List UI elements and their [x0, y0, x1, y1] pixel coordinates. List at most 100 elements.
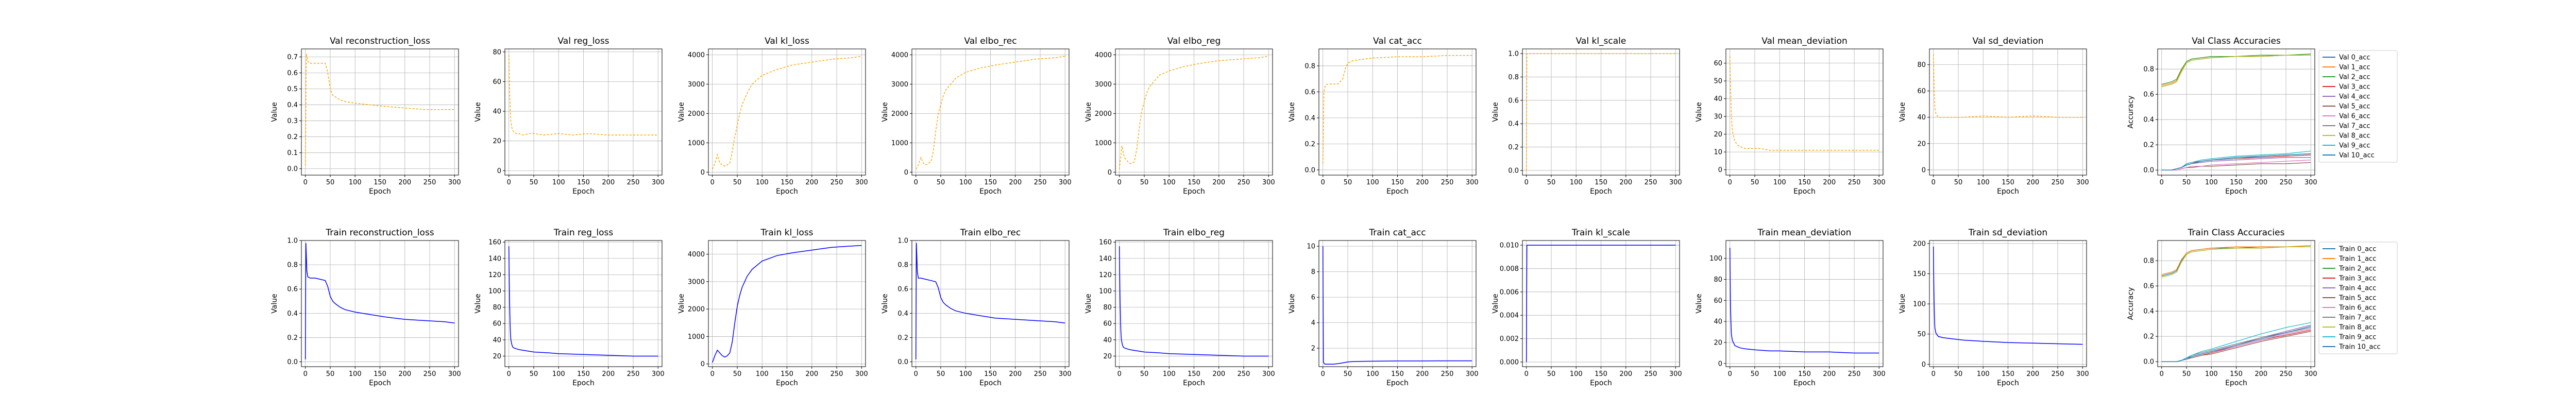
x-tick-label: 150: [781, 179, 793, 186]
y-tick-label: 0.2: [287, 334, 298, 342]
y-tick-label: 0.4: [2143, 308, 2154, 316]
x-tick-label: 300: [1262, 370, 1275, 378]
x-tick-label: 200: [2026, 370, 2039, 378]
series-line-0: [1933, 246, 2083, 345]
y-axis-label: Value: [1695, 294, 1703, 313]
y-tick-label: 40: [1103, 336, 1112, 344]
y-tick-label: 0.3: [287, 117, 298, 125]
y-tick-label: 100: [1709, 255, 1722, 263]
y-tick-label: 0.0: [287, 358, 298, 366]
legend-entry: Val 3_acc: [2339, 83, 2370, 91]
y-tick-label: 0.0: [897, 358, 908, 366]
panel-title: Val kl_loss: [765, 36, 809, 46]
y-tick-label: 8: [1311, 268, 1315, 276]
x-tick-label: 0: [1321, 179, 1325, 186]
x-tick-label: 50: [1547, 179, 1556, 186]
x-tick-label: 200: [398, 370, 411, 378]
x-tick-label: 250: [627, 179, 640, 186]
y-tick-label: 0: [1922, 361, 1926, 369]
legend-entry: Val 1_acc: [2339, 64, 2370, 72]
x-tick-label: 300: [1059, 370, 1072, 378]
x-tick-label: 0: [303, 179, 308, 186]
y-axis-label: Accuracy: [2127, 287, 2135, 320]
y-tick-label: 100: [1913, 301, 1926, 308]
x-tick-label: 200: [602, 370, 615, 378]
series-line-0: [1526, 53, 1676, 170]
y-axis-label: Value: [1492, 294, 1500, 313]
y-tick-label: 20: [1714, 339, 1722, 347]
y-tick-label: 60: [493, 78, 501, 86]
y-tick-label: 0.008: [1500, 265, 1519, 273]
y-tick-label: 160: [488, 239, 501, 247]
legend-entry: Val 0_acc: [2339, 54, 2370, 62]
y-tick-label: 0: [1718, 166, 1722, 174]
x-tick-label: 0: [914, 179, 918, 186]
legend-entry: Train 7_acc: [2338, 314, 2376, 322]
x-tick-label: 300: [1669, 179, 1682, 186]
series-line-0: [1933, 54, 2083, 118]
series-line-10: [2161, 153, 2311, 170]
x-tick-label: 100: [1570, 370, 1583, 378]
y-tick-label: 0: [497, 167, 501, 175]
x-tick-label: 250: [1238, 370, 1250, 378]
y-tick-label: 150: [1913, 270, 1926, 278]
axes-frame: [708, 240, 866, 367]
panel-title: Val mean_deviation: [1761, 36, 1848, 46]
axes-frame: [911, 48, 1070, 176]
x-tick-label: 150: [2002, 179, 2014, 186]
x-tick-label: 100: [552, 370, 565, 378]
x-tick-label: 50: [326, 370, 335, 378]
y-tick-label: 3000: [891, 81, 908, 89]
panel-title: Train cat_acc: [1368, 228, 1426, 238]
x-tick-label: 100: [959, 179, 972, 186]
x-tick-label: 200: [2026, 179, 2039, 186]
y-tick-label: 3000: [1095, 81, 1112, 89]
axes-frame: [1929, 240, 2087, 367]
x-tick-label: 50: [1954, 179, 1963, 186]
y-tick-label: 0.6: [897, 286, 908, 294]
y-tick-label: 0.2: [287, 133, 298, 141]
panel-val_cat_acc: 0 50 100 150 200 250 300 0.0 0.2 0.4 0.6 0.8 Val cat…: [1288, 36, 1479, 196]
y-tick-label: 100: [1099, 288, 1112, 296]
x-tick-label: 0: [1728, 370, 1732, 378]
y-tick-label: 0.0: [2143, 167, 2154, 175]
y-tick-label: 0: [701, 360, 705, 368]
x-tick-label: 0: [1117, 179, 1122, 186]
series-line-0: [915, 243, 1065, 359]
x-tick-label: 100: [756, 370, 769, 378]
x-axis-label: Epoch: [572, 379, 595, 387]
series-line-0: [508, 246, 658, 357]
series-line-0: [916, 56, 1065, 169]
x-tick-label: 150: [984, 179, 997, 186]
y-tick-label: 60: [1103, 320, 1112, 328]
y-tick-label: 0.1: [287, 149, 298, 157]
y-axis-label: Value: [881, 294, 889, 313]
y-tick-label: 1.0: [897, 237, 908, 245]
panel-train_class_acc: 0 50 100 150 200 250 300 0.0 0.2 0.4 0.6 0.8 Train C…: [2127, 228, 2398, 387]
panel-title: Train elbo_rec: [960, 228, 1021, 238]
x-axis-label: Epoch: [1386, 379, 1409, 387]
x-tick-label: 250: [1645, 370, 1657, 378]
y-tick-label: 0.6: [1304, 89, 1315, 96]
x-axis-label: Epoch: [1183, 187, 1205, 196]
legend-box: [2318, 242, 2398, 354]
axes-frame: [301, 48, 459, 176]
x-tick-label: 150: [2002, 370, 2014, 378]
x-tick-label: 100: [1163, 370, 1176, 378]
y-tick-label: 3000: [688, 278, 705, 286]
panel-title: Val elbo_reg: [1167, 36, 1221, 46]
axes-frame: [1115, 48, 1273, 176]
axes-frame: [1929, 48, 2087, 176]
panel-train_cat_acc: 0 50 100 150 200 250 300 2 4 6 8 10 Train cat_acc Epo…: [1288, 228, 1479, 387]
x-tick-label: 300: [2304, 179, 2317, 186]
x-tick-label: 250: [1034, 179, 1047, 186]
y-tick-label: 3000: [688, 81, 705, 89]
x-tick-label: 200: [805, 179, 818, 186]
y-tick-label: 40: [1714, 95, 1722, 103]
legend-entry: Val 10_acc: [2339, 152, 2375, 160]
x-tick-label: 300: [652, 179, 665, 186]
y-tick-label: 0.0: [287, 165, 298, 173]
panel-title: Val Class Accuracies: [2192, 36, 2281, 46]
